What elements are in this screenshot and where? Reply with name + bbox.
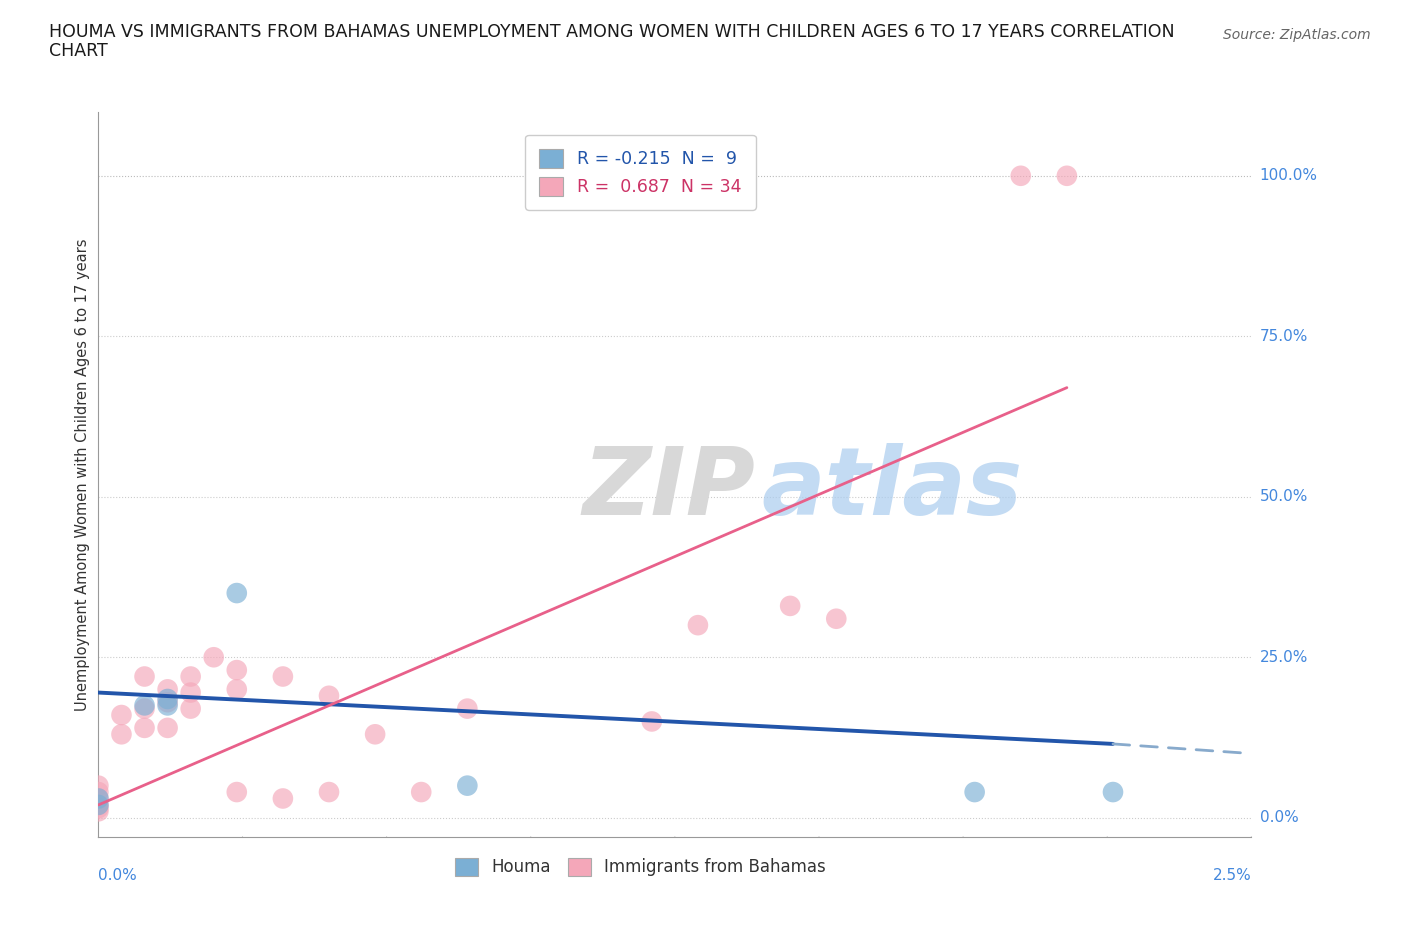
- Point: [87, 804, 110, 818]
- Text: 0.0%: 0.0%: [98, 868, 138, 883]
- Point: [411, 785, 433, 800]
- Point: [87, 797, 110, 812]
- Text: CHART: CHART: [49, 42, 108, 60]
- Text: atlas: atlas: [762, 443, 1022, 535]
- Point: [156, 695, 179, 710]
- Point: [225, 785, 247, 800]
- Point: [318, 785, 340, 800]
- Point: [110, 727, 132, 742]
- Point: [225, 682, 247, 697]
- Point: [456, 778, 478, 793]
- Text: Source: ZipAtlas.com: Source: ZipAtlas.com: [1223, 28, 1371, 42]
- Point: [225, 663, 247, 678]
- Point: [641, 714, 664, 729]
- Point: [271, 791, 294, 806]
- Point: [87, 797, 110, 812]
- Point: [180, 701, 202, 716]
- Text: 75.0%: 75.0%: [1260, 329, 1308, 344]
- Point: [87, 801, 110, 816]
- Point: [364, 727, 387, 742]
- Point: [87, 791, 110, 806]
- Point: [156, 721, 179, 736]
- Point: [779, 599, 801, 614]
- Point: [134, 669, 156, 684]
- Point: [110, 708, 132, 723]
- Point: [686, 618, 709, 632]
- Point: [318, 688, 340, 703]
- Point: [180, 685, 202, 700]
- Text: 25.0%: 25.0%: [1260, 650, 1308, 665]
- Point: [456, 701, 478, 716]
- Point: [963, 785, 986, 800]
- Text: ZIP: ZIP: [582, 443, 755, 535]
- Text: 100.0%: 100.0%: [1260, 168, 1317, 183]
- Point: [180, 669, 202, 684]
- Y-axis label: Unemployment Among Women with Children Ages 6 to 17 years: Unemployment Among Women with Children A…: [75, 238, 90, 711]
- Point: [1056, 168, 1078, 183]
- Text: HOUMA VS IMMIGRANTS FROM BAHAMAS UNEMPLOYMENT AMONG WOMEN WITH CHILDREN AGES 6 T: HOUMA VS IMMIGRANTS FROM BAHAMAS UNEMPLO…: [49, 23, 1175, 41]
- Point: [225, 586, 247, 601]
- Point: [87, 791, 110, 806]
- Point: [1010, 168, 1032, 183]
- Point: [1102, 785, 1125, 800]
- Point: [134, 701, 156, 716]
- Point: [202, 650, 225, 665]
- Point: [87, 785, 110, 800]
- Text: 2.5%: 2.5%: [1212, 868, 1251, 883]
- Text: 50.0%: 50.0%: [1260, 489, 1308, 504]
- Legend: Houma, Immigrants from Bahamas: Houma, Immigrants from Bahamas: [449, 851, 832, 884]
- Point: [87, 778, 110, 793]
- Point: [156, 698, 179, 712]
- Point: [825, 611, 848, 626]
- Point: [156, 692, 179, 707]
- Point: [134, 721, 156, 736]
- Text: 0.0%: 0.0%: [1260, 810, 1298, 825]
- Point: [156, 682, 179, 697]
- Point: [271, 669, 294, 684]
- Point: [134, 698, 156, 712]
